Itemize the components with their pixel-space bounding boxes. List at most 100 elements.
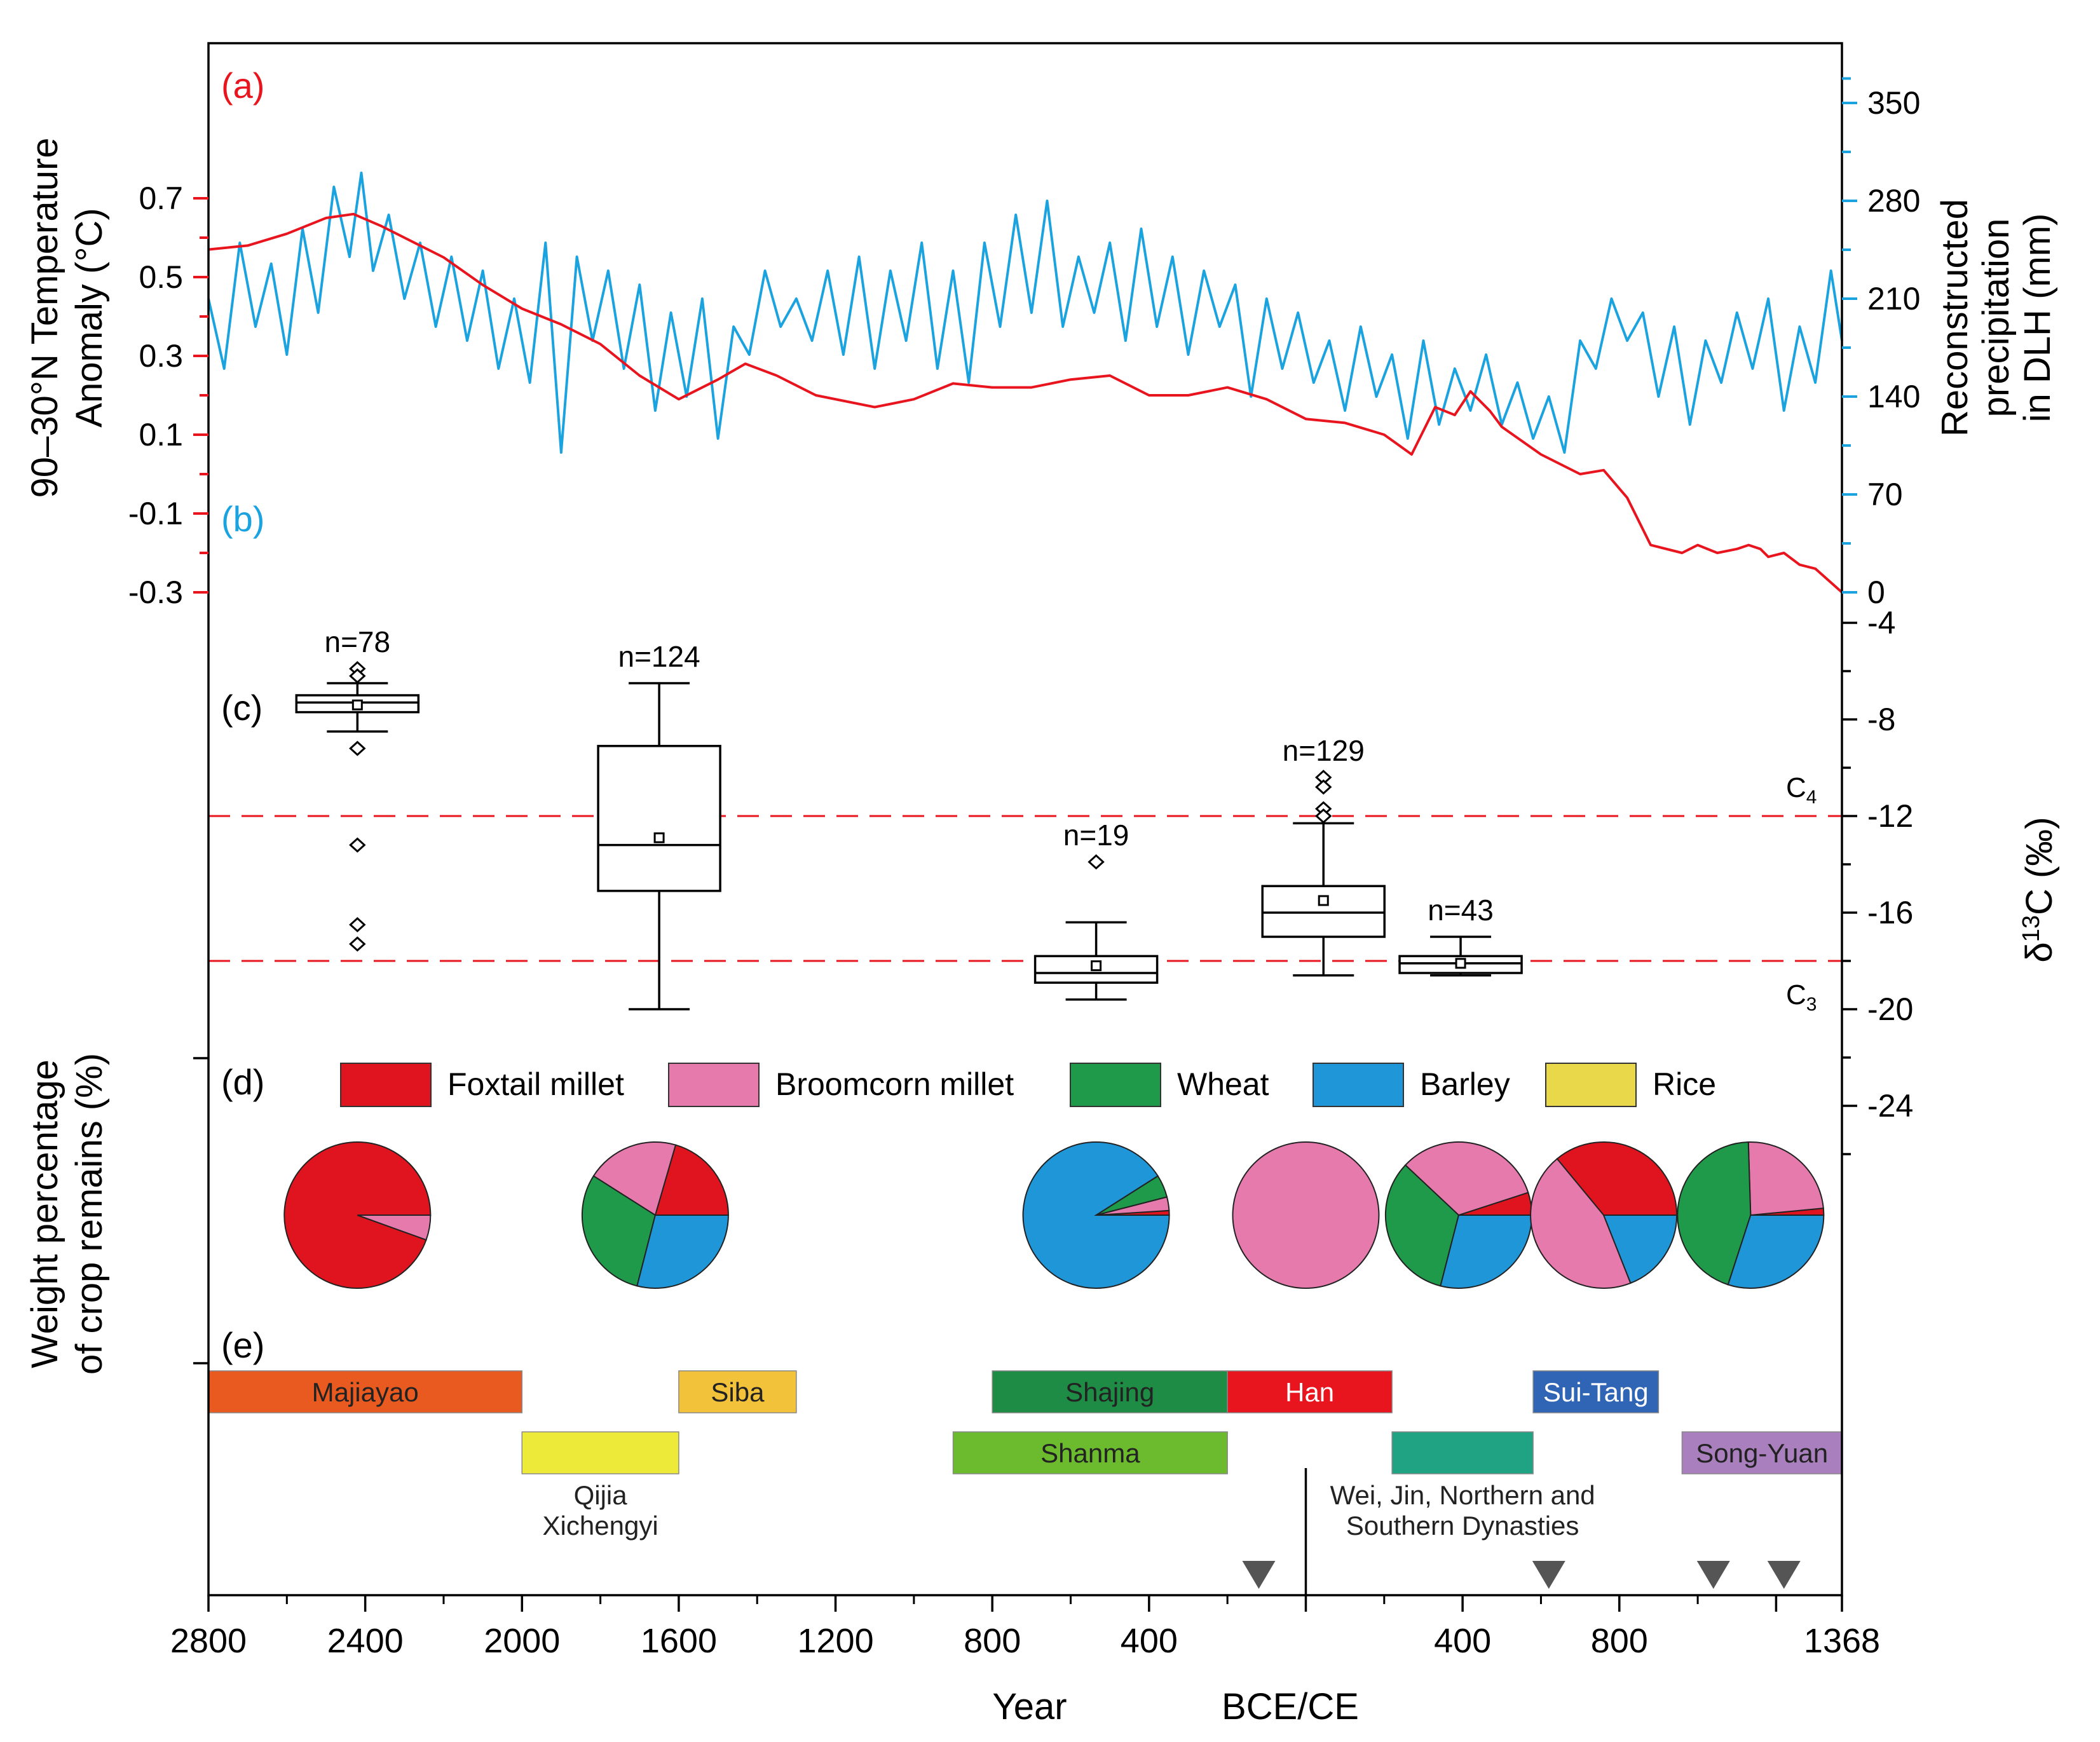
legend-label: Wheat — [1177, 1066, 1269, 1102]
boxplot-5: n=43 — [1398, 894, 1523, 977]
pie-slice-broomcorn — [1530, 1157, 1632, 1289]
pie-chart-6 — [1530, 1141, 1678, 1289]
boxplot-outlier — [349, 916, 366, 933]
period-label-line2: Southern Dynasties — [1346, 1511, 1579, 1541]
precipitation-tick-label: 140 — [1867, 379, 1920, 414]
period-label-line2: Xichengyi — [543, 1511, 658, 1541]
precipitation-axis-title-line2: precipitation — [1975, 219, 2017, 418]
boxplot-outlier — [1088, 854, 1105, 870]
isotope-axis-title: δ13C (‰) — [2018, 817, 2060, 962]
period-bar — [678, 1370, 797, 1413]
boxplot-mean-marker — [653, 832, 665, 843]
boxplot-n-label: n=78 — [324, 625, 390, 658]
period-bar — [992, 1370, 1228, 1413]
period-bar — [952, 1431, 1228, 1474]
period-label: Sui-Tang — [1543, 1377, 1649, 1407]
boxplot-1: n=78 — [295, 625, 420, 952]
crops-axis-title-line1: Weight percentage — [24, 1059, 65, 1368]
precipitation-tick-label: 70 — [1867, 477, 1903, 512]
precipitation-tick-label: 0 — [1867, 575, 1885, 610]
isotope-tick-label: -8 — [1867, 702, 1895, 737]
plot-frame — [207, 42, 1843, 1596]
isotope-tick-label: -20 — [1867, 991, 1913, 1027]
legend-item-rice: Rice — [1545, 1063, 1716, 1107]
boxplot-n-label: n=129 — [1283, 734, 1365, 767]
temperature-layer — [208, 212, 1843, 594]
period-label: Majiayao — [312, 1377, 419, 1407]
boxplot-mean-marker — [1091, 960, 1102, 972]
boxplot-2: n=124 — [597, 640, 721, 1010]
period-bar — [1681, 1431, 1843, 1474]
x-tick-label: 1200 — [797, 1622, 873, 1660]
precipitation-tick-label: 280 — [1867, 183, 1920, 219]
period-label: Han — [1285, 1377, 1334, 1407]
crops-axis-title-line2: of crop remains (%) — [69, 1053, 110, 1375]
boxplot-mean-marker — [351, 699, 363, 711]
boxplot-outlier — [1315, 808, 1332, 824]
pie-slice-wheat — [1677, 1141, 1752, 1286]
period-label: Shajing — [1065, 1377, 1154, 1407]
legend-item-broomcorn-millet: Broomcorn millet — [668, 1063, 1014, 1107]
pie-slice-barley — [1602, 1215, 1678, 1284]
temperature-tick-label: 0.5 — [139, 259, 183, 295]
x-tick-label: 800 — [1591, 1622, 1648, 1660]
boxplot-3: n=19 — [1033, 819, 1159, 1001]
boxplot-outlier — [349, 668, 366, 684]
pie-chart-2 — [582, 1141, 729, 1289]
pie-slice-barley — [1022, 1141, 1170, 1289]
boxplot-layer: n=78 n=124 n=19 n=129 n=43 — [295, 625, 1523, 1010]
legend-swatch — [340, 1063, 432, 1107]
panel-label-d: (d) — [221, 1062, 264, 1102]
legend-swatch — [1545, 1063, 1637, 1107]
reference-lines-layer — [208, 815, 1842, 962]
pie-chart-1 — [283, 1141, 432, 1289]
reference-label-c4: C4 — [1786, 772, 1817, 808]
boxplot-box — [597, 745, 721, 892]
period-label: Siba — [711, 1377, 765, 1407]
pie-slice-barley — [1727, 1215, 1825, 1289]
legend-label: Rice — [1653, 1066, 1716, 1102]
pie-slice-barley — [1440, 1215, 1532, 1289]
pie-layer — [283, 1141, 1825, 1289]
temperature-tick-label: -0.1 — [128, 496, 183, 531]
reference-label-c3: C3 — [1786, 979, 1817, 1015]
labels-layer: (a) (b) (c) (d) (e) 90–30°N Temperature Anomal… — [24, 65, 2060, 1727]
legend-swatch — [1312, 1063, 1404, 1107]
legend-item-barley: Barley — [1312, 1063, 1510, 1107]
x-tick-label: 400 — [1434, 1622, 1491, 1660]
period-label-line1: Qijia — [574, 1480, 628, 1510]
era-label: BCE/CE — [1222, 1686, 1359, 1727]
boxplot-outlier — [349, 837, 366, 853]
event-marker-triangle — [1767, 1561, 1801, 1589]
pie-chart-7 — [1677, 1141, 1825, 1289]
isotope-tick-label: -12 — [1867, 798, 1913, 834]
pie-slice-broomcorn — [1232, 1141, 1380, 1289]
pie-slice-broomcorn — [592, 1141, 677, 1216]
x-tick-label: 2000 — [484, 1622, 560, 1660]
boxplot-outlier — [1315, 779, 1332, 795]
temperature-axis-title-line2: Anomaly (°C) — [69, 208, 110, 427]
period-label-line1: Wei, Jin, Northern and — [1330, 1480, 1595, 1510]
precipitation-axis-title-line3: in DLH (mm) — [2017, 214, 2058, 423]
boxplot-mean-marker — [1455, 958, 1466, 969]
panel-label-e: (e) — [221, 1325, 264, 1365]
temperature-tick-label: 0.1 — [139, 417, 183, 453]
event-marker-triangle — [1242, 1561, 1276, 1589]
x-tick-label: 1600 — [641, 1622, 717, 1660]
precipitation-axis-title-line1: Reconstructed — [1934, 199, 1975, 437]
pie-slice-wheat — [582, 1174, 657, 1287]
precipitation-series-line — [207, 172, 1843, 454]
pie-slice-broomcorn — [1747, 1141, 1824, 1216]
period-bar-6: Han — [1227, 1370, 1393, 1413]
period-bar-9: Song-Yuan — [1681, 1431, 1843, 1474]
pie-slice-foxtail — [654, 1144, 729, 1216]
event-marker-triangle — [1532, 1561, 1565, 1589]
period-bar — [208, 1370, 523, 1413]
temperature-tick-label: 0.3 — [139, 338, 183, 374]
event-marker-triangle — [1696, 1561, 1730, 1589]
panel-label-a: (a) — [221, 65, 264, 105]
